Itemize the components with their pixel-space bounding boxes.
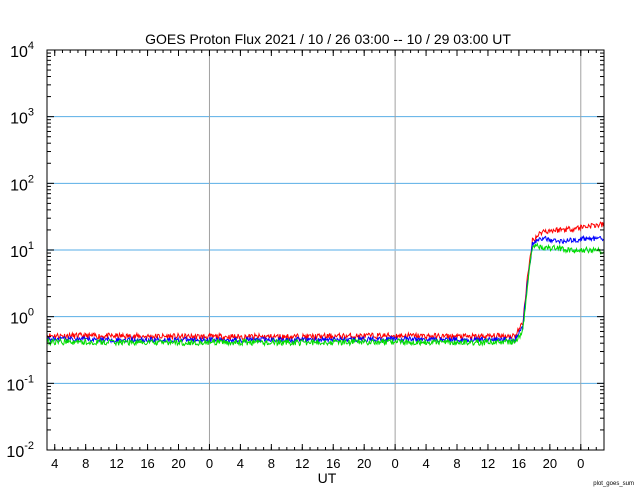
x-tick-label: 16 [140, 456, 154, 471]
x-tick-label: 4 [422, 456, 429, 471]
x-tick-label: 8 [82, 456, 89, 471]
grid-layer [47, 50, 604, 450]
y-tick-label: 10-1 [6, 373, 34, 394]
x-tick-label: 16 [326, 456, 340, 471]
x-tick-label: 12 [295, 456, 309, 471]
y-tick-label: 104 [10, 40, 34, 61]
x-tick-label: 20 [543, 456, 557, 471]
chart-title: GOES Proton Flux 2021 / 10 / 26 03:00 --… [145, 31, 511, 47]
x-tick-label: 8 [268, 456, 275, 471]
x-tick-label: 20 [357, 456, 371, 471]
x-tick-label: 4 [237, 456, 244, 471]
y-tick-label: 100 [10, 307, 34, 328]
x-tick-label: 20 [171, 456, 185, 471]
axis-layer: 104 103 102 101 100 10-1 10-2 4 8 12 16 20 0 4 8 12 16 20… [6, 40, 605, 471]
x-axis-label: UT [318, 470, 337, 486]
series-line-2 [46, 234, 605, 345]
x-tick-label: 0 [206, 456, 213, 471]
y-tick-label: 10-2 [6, 440, 34, 461]
x-tick-label: 0 [392, 456, 399, 471]
y-tick-label: 101 [10, 240, 34, 261]
series-line-1 [46, 221, 605, 342]
y-tick-label: 102 [10, 173, 34, 194]
x-tick-label: 0 [577, 456, 584, 471]
series-layer [46, 221, 605, 347]
x-tick-label: 12 [109, 456, 123, 471]
x-tick-label: 8 [453, 456, 460, 471]
credit-label: plot_goes_sum [593, 481, 634, 487]
x-tick-label: 4 [51, 456, 58, 471]
x-tick-label: 16 [512, 456, 526, 471]
series-line-3 [46, 242, 605, 347]
x-tick-label: 12 [481, 456, 495, 471]
y-tick-label: 103 [10, 107, 34, 128]
